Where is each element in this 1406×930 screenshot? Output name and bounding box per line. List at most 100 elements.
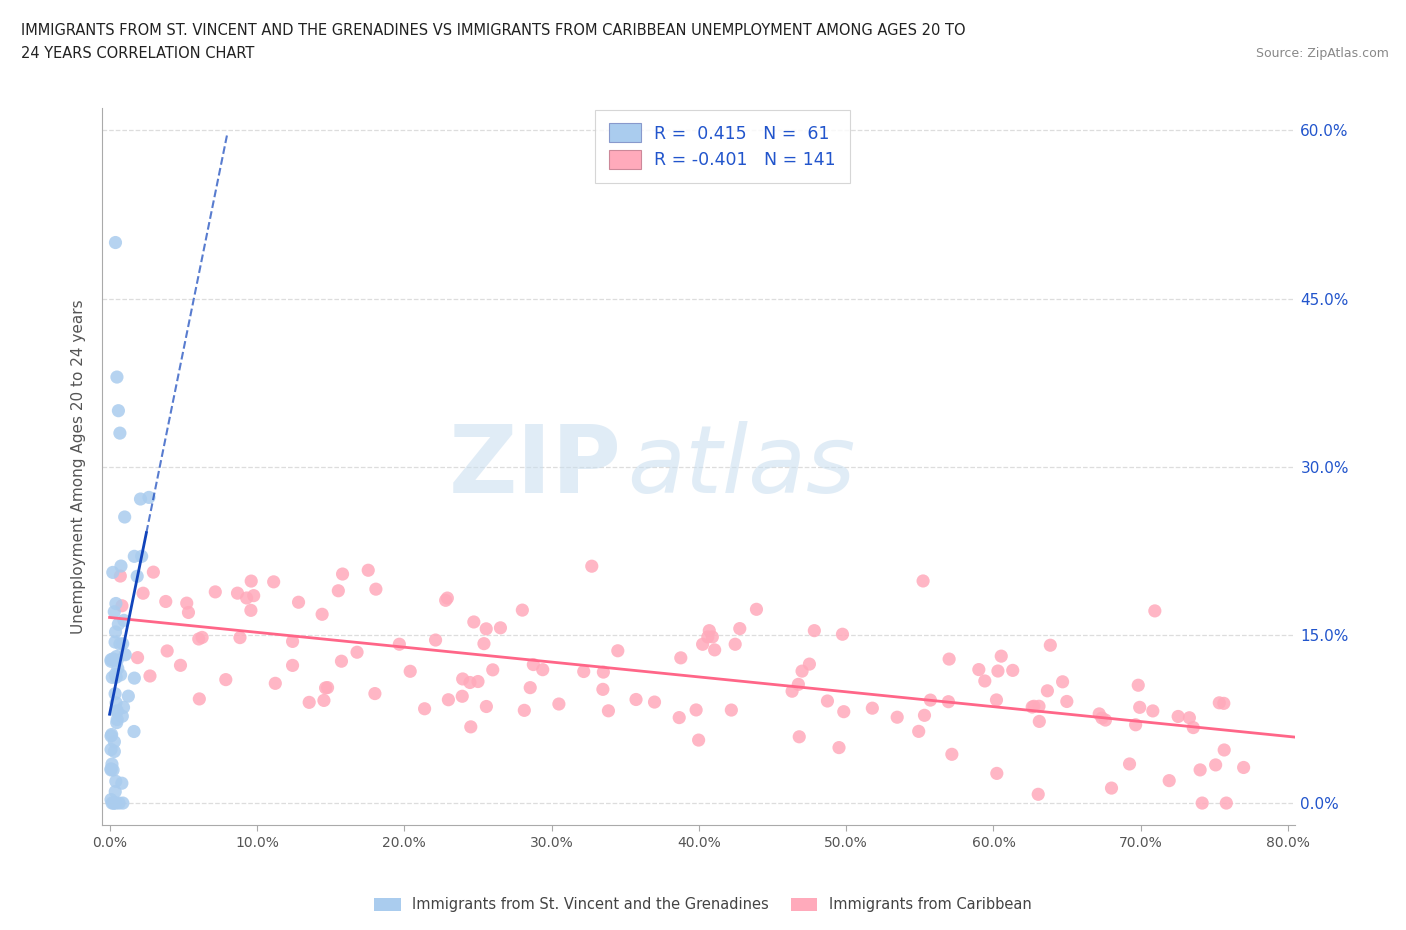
- Point: [142, 565, 165, 579]
- Point: [914, 708, 936, 723]
- Point: [132, 586, 155, 601]
- Point: [105, 715, 128, 730]
- Point: [598, 703, 620, 718]
- Point: [1022, 698, 1045, 713]
- Point: [669, 650, 692, 665]
- Point: [131, 549, 153, 564]
- Point: [169, 658, 191, 672]
- Point: [799, 657, 821, 671]
- Point: [176, 596, 198, 611]
- Point: [103, 735, 125, 750]
- Point: [1021, 699, 1043, 714]
- Point: [724, 637, 747, 652]
- Point: [1233, 760, 1256, 775]
- Point: [728, 621, 751, 636]
- Point: [1039, 638, 1062, 653]
- Point: [1143, 604, 1166, 618]
- Point: [1118, 756, 1140, 771]
- Point: [108, 636, 131, 651]
- Point: [460, 720, 482, 735]
- Point: [104, 686, 127, 701]
- Point: [481, 662, 503, 677]
- Point: [229, 631, 252, 645]
- Point: [105, 712, 128, 727]
- Point: [103, 604, 125, 619]
- Point: [702, 630, 724, 644]
- Point: [100, 727, 122, 742]
- Point: [240, 574, 263, 589]
- Point: [129, 492, 152, 507]
- Point: [127, 569, 149, 584]
- Point: [1213, 742, 1236, 757]
- Point: [1129, 700, 1152, 715]
- Point: [832, 704, 855, 719]
- Point: [104, 784, 127, 799]
- Point: [697, 623, 720, 638]
- Point: [155, 594, 177, 609]
- Point: [745, 602, 768, 617]
- Point: [357, 563, 380, 578]
- Point: [239, 603, 262, 618]
- Point: [513, 703, 536, 718]
- Point: [831, 627, 853, 642]
- Point: [463, 615, 485, 630]
- Point: [100, 792, 122, 807]
- Point: [101, 651, 124, 666]
- Point: [287, 595, 309, 610]
- Point: [187, 631, 209, 646]
- Point: [312, 693, 335, 708]
- Point: [1094, 712, 1116, 727]
- Point: [103, 796, 125, 811]
- Point: [1101, 780, 1123, 795]
- Point: [111, 709, 134, 724]
- Point: [315, 681, 337, 696]
- Point: [912, 574, 935, 589]
- Point: [281, 634, 304, 649]
- Point: [111, 796, 134, 811]
- Point: [437, 692, 460, 707]
- Point: [780, 684, 803, 698]
- Point: [122, 724, 145, 739]
- Point: [1028, 714, 1050, 729]
- Point: [124, 671, 146, 685]
- Point: [1125, 717, 1147, 732]
- Point: [311, 607, 333, 622]
- Point: [138, 490, 160, 505]
- Point: [101, 796, 124, 811]
- Point: [1167, 709, 1189, 724]
- Point: [475, 621, 498, 636]
- Point: [104, 235, 127, 250]
- Point: [1128, 678, 1150, 693]
- Point: [330, 654, 353, 669]
- Point: [592, 665, 614, 680]
- Point: [434, 592, 457, 607]
- Point: [104, 596, 127, 611]
- Point: [787, 677, 810, 692]
- Text: 24 YEARS CORRELATION CHART: 24 YEARS CORRELATION CHART: [21, 46, 254, 61]
- Point: [1036, 684, 1059, 698]
- Point: [986, 766, 1008, 781]
- Point: [117, 689, 139, 704]
- Point: [907, 724, 929, 738]
- Point: [548, 697, 571, 711]
- Point: [101, 670, 124, 684]
- Point: [519, 680, 541, 695]
- Point: [512, 603, 534, 618]
- Point: [188, 692, 211, 707]
- Point: [139, 669, 162, 684]
- Point: [105, 670, 128, 684]
- Point: [104, 625, 127, 640]
- Point: [112, 700, 135, 715]
- Point: [104, 667, 127, 682]
- Point: [986, 693, 1008, 708]
- Point: [127, 650, 149, 665]
- Point: [108, 426, 131, 441]
- Point: [938, 695, 960, 710]
- Point: [581, 559, 603, 574]
- Point: [472, 636, 495, 651]
- Point: [235, 591, 257, 605]
- Point: [941, 747, 963, 762]
- Point: [263, 575, 285, 590]
- Point: [332, 566, 354, 581]
- Point: [920, 693, 942, 708]
